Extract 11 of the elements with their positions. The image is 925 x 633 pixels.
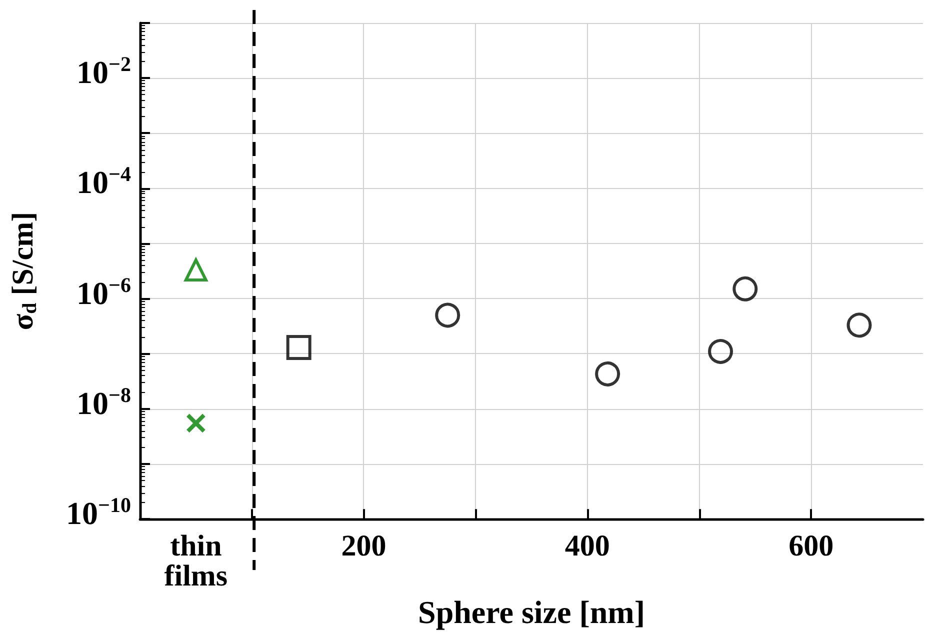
- x-tick-label: 400: [564, 530, 610, 563]
- y-tick-label: 10$^{−8}$: [76, 382, 131, 421]
- x-tick-label: 600: [788, 530, 834, 563]
- x-tick-label: 200: [341, 530, 386, 563]
- y-tick-label: 10$^{−4}$: [76, 162, 131, 200]
- y-tick-label: 10$^{−2}$: [76, 52, 131, 90]
- x-tick-label: thin films: [164, 530, 228, 593]
- y-axis-title: σd [S/cm]: [6, 212, 41, 330]
- y-tick-label: 10$^{−6}$: [76, 272, 131, 311]
- x-axis-title: Sphere size [nm]: [418, 594, 645, 630]
- y-tick-label: 10$^{−10}$: [66, 493, 131, 532]
